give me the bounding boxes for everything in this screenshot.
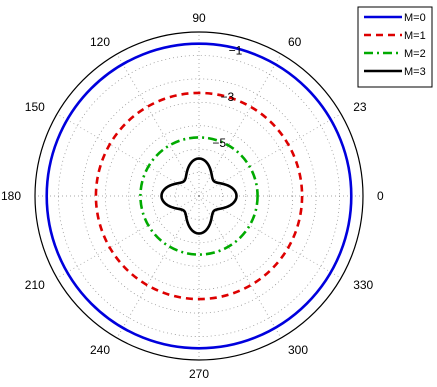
legend-label: M=0 xyxy=(404,12,426,24)
angle-tick-label: 210 xyxy=(25,278,45,292)
radial-tick-label: −3 xyxy=(221,90,235,104)
grid-spoke xyxy=(116,53,200,197)
angle-tick-label: 23 xyxy=(353,100,367,114)
grid-spoke xyxy=(56,195,200,279)
grid-circle xyxy=(151,148,247,244)
angle-tick-label: 300 xyxy=(288,343,308,357)
angle-tick-label: 120 xyxy=(90,35,110,49)
grid-spoke xyxy=(198,195,342,279)
series-lines xyxy=(45,42,353,350)
radial-tick-label: −1 xyxy=(229,44,243,58)
grid-spoke xyxy=(198,195,282,339)
grid-spoke xyxy=(56,113,200,197)
legend-label: M=1 xyxy=(404,30,426,42)
grid-circle xyxy=(81,78,317,314)
angle-tick-label: 150 xyxy=(25,100,45,114)
angle-tick-label: 270 xyxy=(189,367,209,381)
grid-spoke xyxy=(116,195,200,339)
angle-tick-label: 240 xyxy=(90,343,110,357)
series-line-2 xyxy=(139,136,259,256)
series-line-1 xyxy=(94,91,304,301)
angle-tick-label: 90 xyxy=(192,11,206,25)
legend-box xyxy=(357,6,433,88)
angle-tick-label: 330 xyxy=(353,278,373,292)
series-line-0 xyxy=(45,42,353,350)
series-line-3 xyxy=(160,157,238,235)
angle-tick-label: 60 xyxy=(288,35,302,49)
grid-circle xyxy=(104,101,294,291)
grid-circle xyxy=(128,125,270,267)
angle-tick-label: 180 xyxy=(1,189,21,203)
radial-tick-label: −5 xyxy=(212,136,226,150)
angle-tick-label: 0 xyxy=(377,189,384,203)
grid-spoke xyxy=(198,113,342,197)
legend: M=0 M=1 M=2 M=3 xyxy=(357,6,433,88)
polar-grid xyxy=(34,31,364,361)
legend-label: M=3 xyxy=(404,66,426,78)
grid-circle xyxy=(175,172,223,220)
outer-ring xyxy=(34,31,364,361)
legend-label: M=2 xyxy=(404,48,426,60)
grid-spoke xyxy=(198,53,282,197)
tick-labels: 0 23 60 90 120 150 180 210 240 270 300 330 −1 −3 −5 xyxy=(1,11,384,381)
